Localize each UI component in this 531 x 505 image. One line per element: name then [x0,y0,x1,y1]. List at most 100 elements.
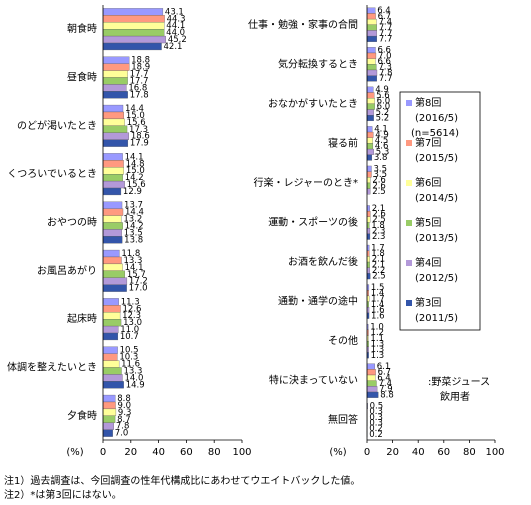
value-label: 14.1 [125,263,144,273]
value-label: 7.7 [379,23,393,33]
bar [102,63,130,71]
value-label: 2.3 [372,227,386,237]
value-label: 14.2 [125,173,144,183]
bar [102,422,114,430]
value-label: 1.3 [371,345,385,355]
value-label: 2.6 [372,176,386,186]
legend-box [399,91,481,331]
category-label: 昼食時 [67,71,97,84]
category-label: 寝る前 [328,136,358,149]
bar [102,332,119,341]
value-label: 13.8 [124,235,143,245]
value-label: 12.3 [122,311,141,321]
value-label: 6.7 [378,368,392,378]
bar [102,77,128,85]
value-label: 7.3 [378,63,392,73]
value-label: 14.0 [124,373,143,383]
value-label: 2.1 [372,255,386,265]
value-label: 17.9 [130,139,149,149]
bar [102,429,113,437]
value-label: 1.8 [371,249,385,259]
note: 注2）*は第3回にはない。 [4,488,122,501]
value-label: 4.9 [375,130,389,140]
value-label: 11.3 [121,297,140,307]
value-label: 6.4 [377,373,391,383]
legend-swatch [406,220,412,226]
value-label: 5.2 [376,114,390,124]
value-label: 1.1 [370,334,384,344]
value-label: 7.8 [379,68,393,78]
bar [366,391,379,398]
bar [366,86,374,93]
bar [366,182,371,189]
category-label: 気分転換するとき [278,57,358,70]
value-label: 12.6 [123,304,142,314]
category-label: くつろいでいるとき [7,168,97,180]
value-label: 1.4 [371,300,385,310]
bar [102,270,125,278]
bar [366,7,376,14]
bar [366,143,374,150]
bar [366,386,378,393]
value-label: 6.0 [377,97,391,107]
category-label: おやつの時 [47,217,97,229]
category-label: お風呂あがり [37,264,97,277]
bar [366,109,374,116]
value-label: 17.2 [129,277,148,287]
bar [102,277,128,285]
bar [102,174,123,182]
bar [366,30,378,37]
x-tick-label: 80 [208,447,221,458]
value-label: 6.0 [377,102,391,112]
value-label: 1.3 [371,351,385,361]
bar [366,380,377,387]
value-label: 3.8 [374,153,388,163]
category-label: 特に決まっていない [269,375,358,387]
value-label: 5.3 [376,147,390,157]
value-label: 13.7 [124,201,143,211]
value-label: 17.7 [130,76,149,86]
category-label: 起床時 [67,312,97,325]
value-label: 1.7 [371,243,385,253]
value-label: 7.4 [378,379,392,389]
value-label: 9.0 [118,401,132,411]
legend-period: (2012/5) [415,273,458,284]
value-label: 14.2 [125,221,144,231]
category-label: その他 [328,334,358,347]
value-label: 0.2 [369,430,383,440]
bar [102,132,130,140]
value-label: 13.3 [123,366,142,376]
value-label: 44.0 [166,28,185,38]
bar [102,325,119,334]
value-label: 7.0 [115,429,129,439]
bar [366,126,373,133]
value-label: 14.8 [126,159,145,169]
value-label: 10.5 [120,346,139,356]
legend-label: 第7回 [415,136,441,149]
value-label: 7.7 [379,29,393,39]
bar [366,18,377,25]
bar [102,401,116,410]
value-label: 6.6 [377,46,391,56]
bar [102,215,122,223]
value-label: 14.9 [126,380,145,390]
value-label: 8.8 [117,394,131,404]
value-label: 15.0 [126,111,145,121]
value-label: 7.9 [379,385,393,395]
value-label: 4.1 [374,125,388,135]
value-label: 2.6 [372,181,386,191]
value-label: 17.7 [130,70,149,80]
value-label: 11.8 [121,249,140,259]
bar [102,160,124,168]
bar [366,171,372,178]
value-label: 1.4 [371,289,385,299]
axis-label: (%) [66,447,83,458]
legend-swatch [406,180,412,186]
legend-sample: (n=5614) [411,128,459,139]
value-label: 5.2 [376,108,390,118]
bar [366,154,373,161]
bar [366,261,370,268]
legend-period: (2013/5) [415,233,458,244]
bar [366,98,375,105]
bar [366,256,370,263]
